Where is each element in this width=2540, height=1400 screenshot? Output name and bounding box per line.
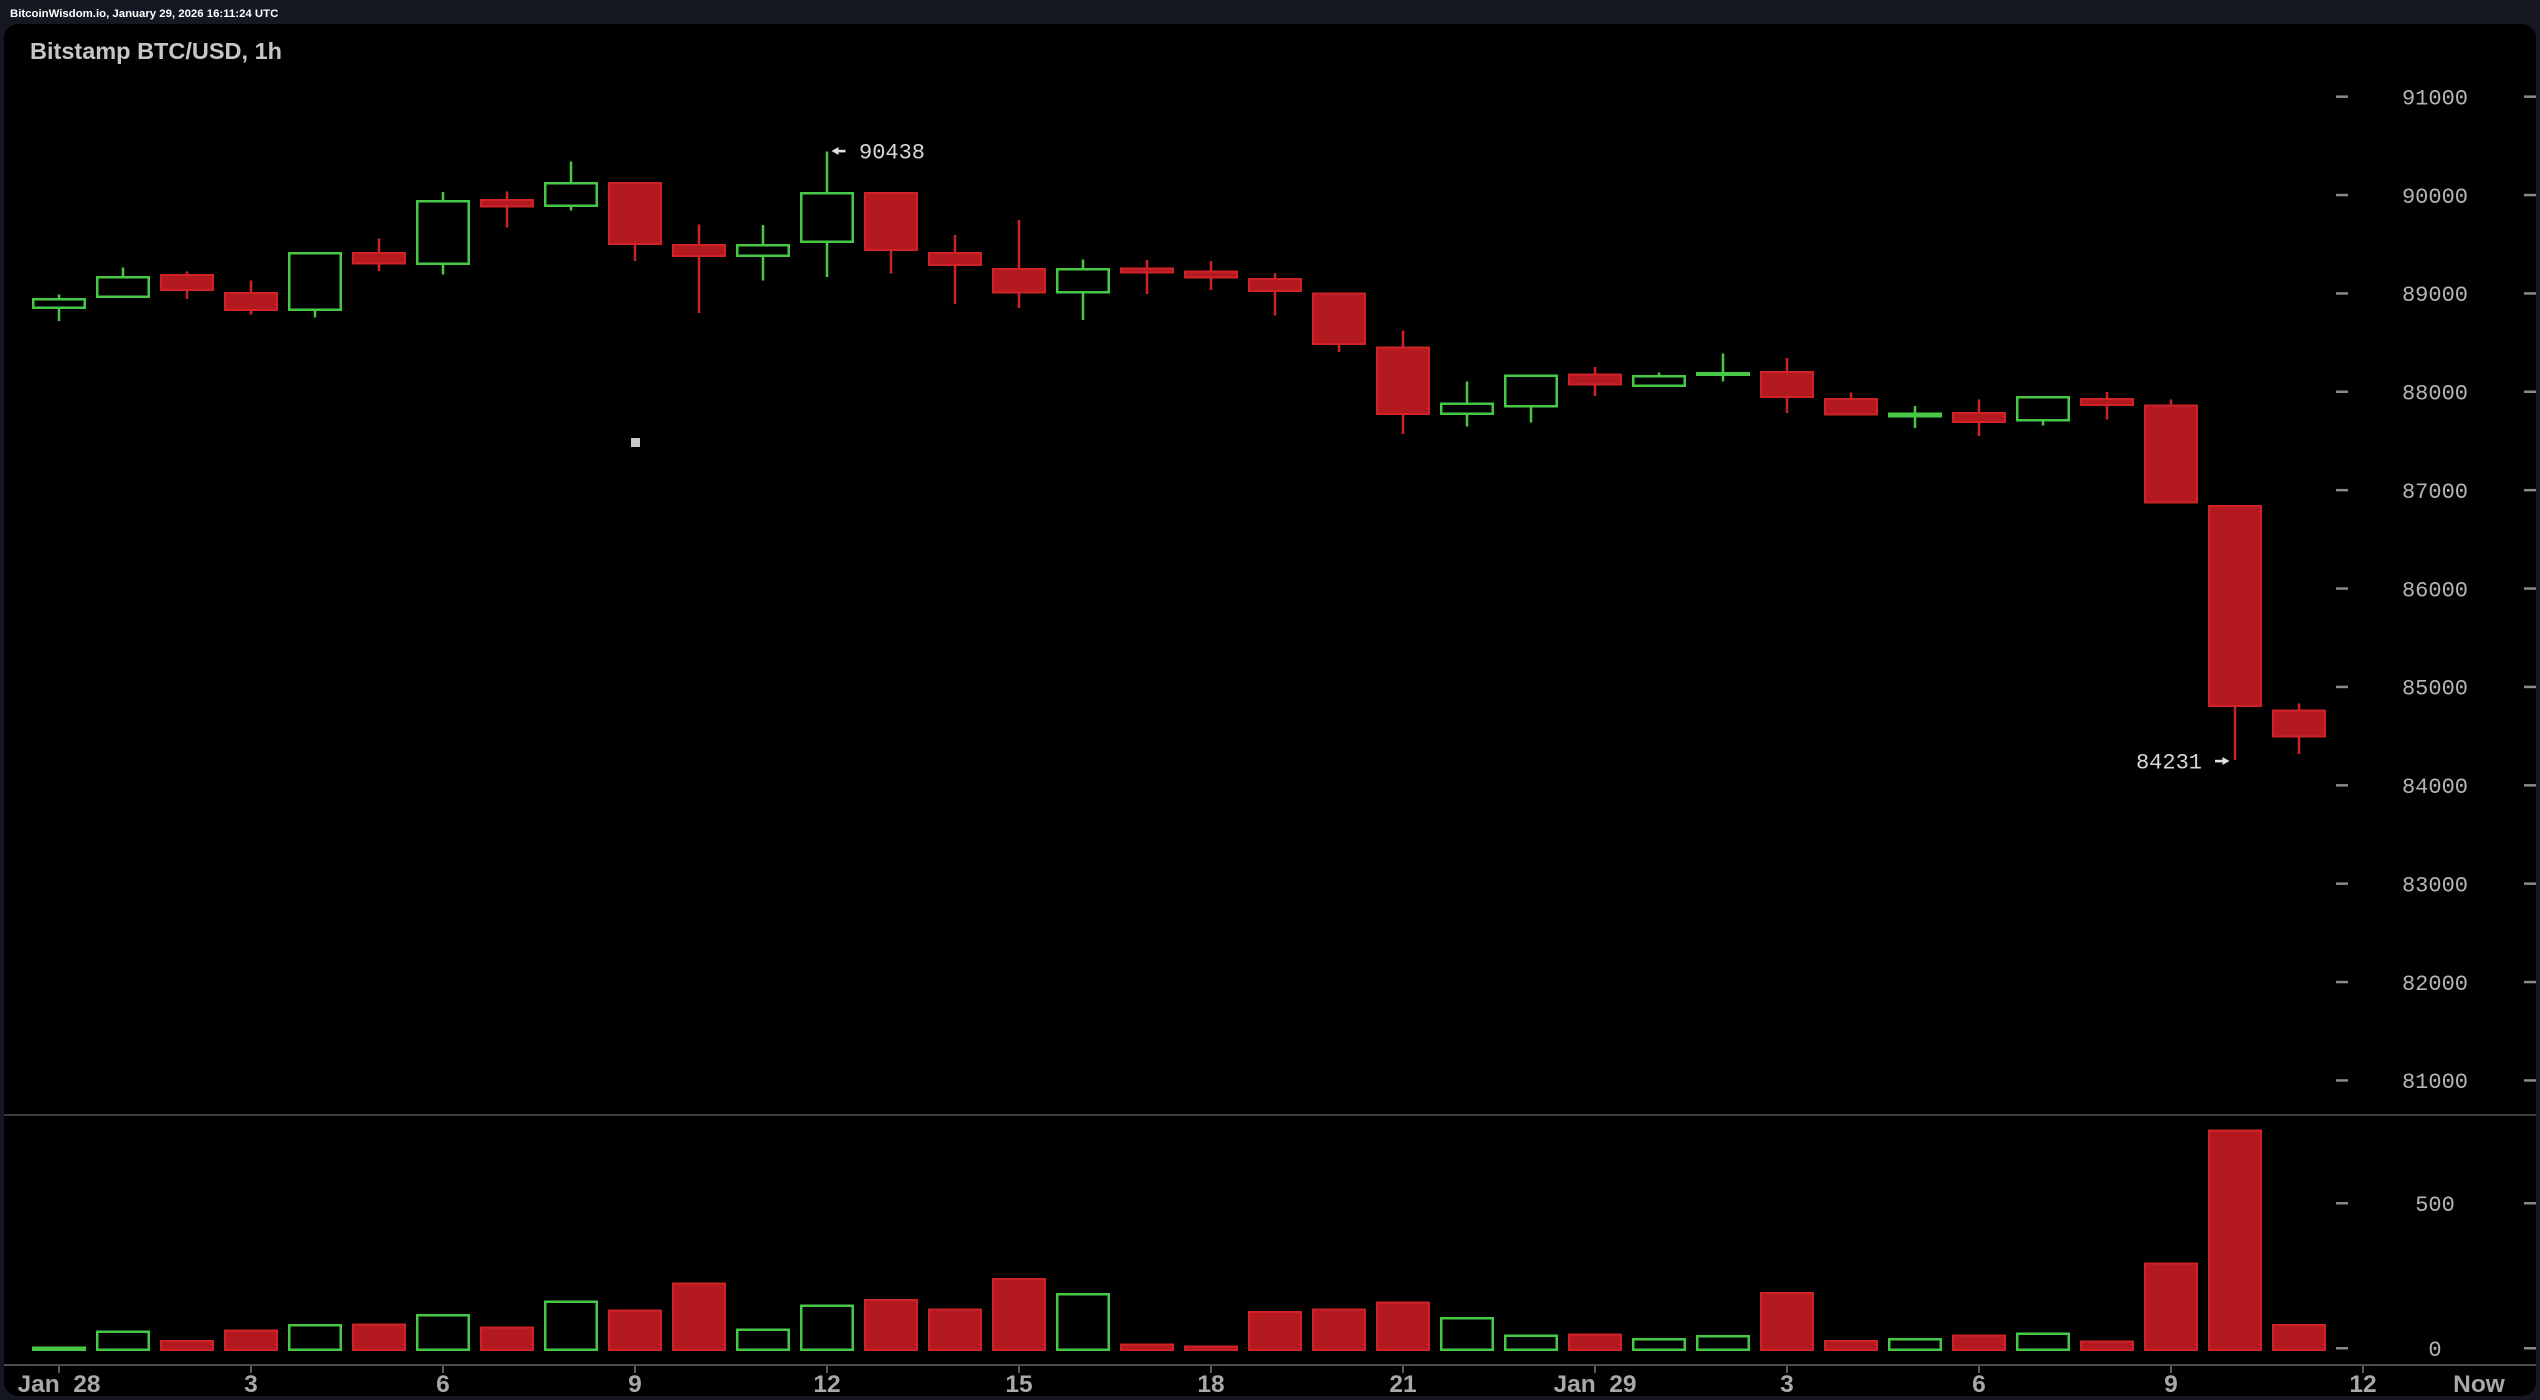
svg-text:84000: 84000 bbox=[2402, 775, 2468, 800]
svg-text:Jan 29: Jan 29 bbox=[1553, 1371, 1636, 1398]
svg-text:BitcoinWisdom.io, January 29,: BitcoinWisdom.io, January 29, 2026 16:11… bbox=[10, 8, 278, 20]
svg-text:91000: 91000 bbox=[2402, 86, 2468, 111]
svg-text:90000: 90000 bbox=[2402, 185, 2468, 210]
svg-text:82000: 82000 bbox=[2402, 972, 2468, 997]
svg-text:12: 12 bbox=[2349, 1371, 2376, 1398]
svg-text:12: 12 bbox=[813, 1371, 840, 1398]
svg-text:84231: 84231 bbox=[2136, 751, 2202, 776]
svg-text:3: 3 bbox=[244, 1371, 258, 1398]
svg-text:9: 9 bbox=[2164, 1371, 2178, 1398]
svg-text:500: 500 bbox=[2415, 1193, 2455, 1218]
svg-text:87000: 87000 bbox=[2402, 480, 2468, 505]
svg-text:90438: 90438 bbox=[859, 141, 925, 166]
svg-text:88000: 88000 bbox=[2402, 382, 2468, 407]
svg-text:Now: Now bbox=[2453, 1371, 2506, 1398]
svg-text:Jan 28: Jan 28 bbox=[17, 1371, 100, 1398]
svg-text:86000: 86000 bbox=[2402, 578, 2468, 603]
svg-text:15: 15 bbox=[1005, 1371, 1032, 1398]
svg-text:85000: 85000 bbox=[2402, 677, 2468, 702]
svg-text:3: 3 bbox=[1780, 1371, 1794, 1398]
svg-text:89000: 89000 bbox=[2402, 283, 2468, 308]
svg-text:6: 6 bbox=[436, 1371, 450, 1398]
svg-text:Bitstamp BTC/USD, 1h: Bitstamp BTC/USD, 1h bbox=[30, 38, 282, 64]
svg-text:9: 9 bbox=[628, 1371, 642, 1398]
svg-text:21: 21 bbox=[1389, 1371, 1416, 1398]
svg-text:0: 0 bbox=[2428, 1338, 2441, 1363]
svg-text:6: 6 bbox=[1972, 1371, 1986, 1398]
svg-text:81000: 81000 bbox=[2402, 1070, 2468, 1095]
svg-text:83000: 83000 bbox=[2402, 873, 2468, 898]
svg-text:18: 18 bbox=[1197, 1371, 1224, 1398]
